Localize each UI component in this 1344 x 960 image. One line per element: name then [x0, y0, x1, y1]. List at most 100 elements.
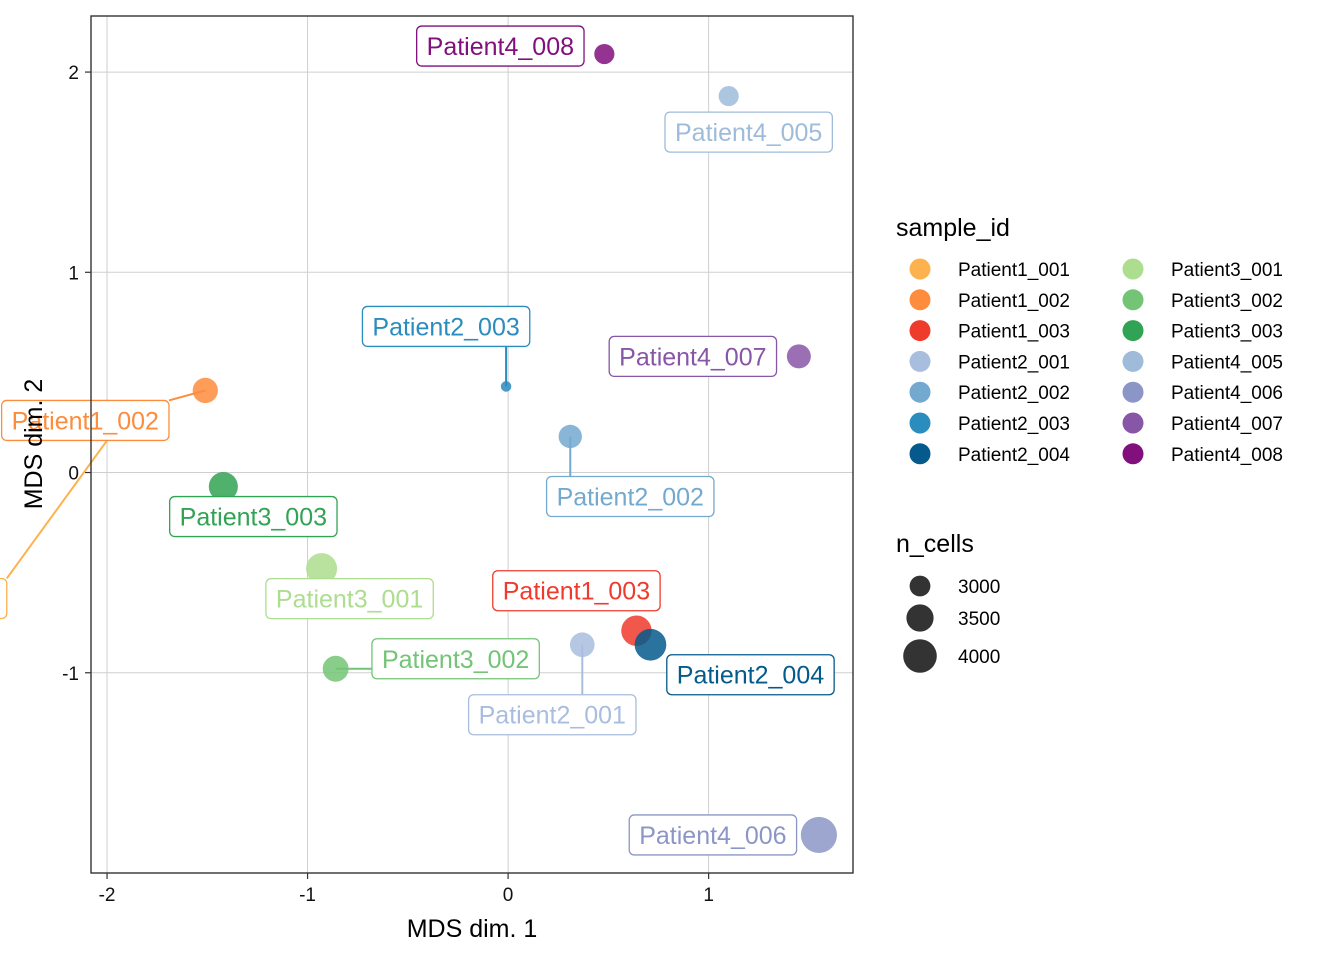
x-tick-label: -2 — [99, 885, 116, 906]
label-patient2-003: Patient2_003 — [361, 305, 531, 348]
point-patient4-005 — [718, 86, 739, 107]
point-patient4-007 — [786, 344, 811, 369]
legend-key-patient4-007 — [1122, 412, 1144, 434]
point-label-text: Patient3_001 — [276, 586, 423, 614]
legend-size-label-3000: 3000 — [958, 577, 1000, 598]
legend-label-patient1-002: Patient1_002 — [958, 291, 1070, 312]
legend-key-patient2-001 — [909, 350, 931, 372]
x-tick-label: 0 — [503, 885, 514, 906]
x-tick-label: -1 — [299, 885, 316, 906]
x-axis-title: MDS dim. 1 — [407, 915, 538, 943]
point-label-box — [545, 475, 715, 518]
label-patient2-002: Patient2_002 — [545, 475, 715, 518]
point-label-box — [467, 694, 637, 736]
legend-label-patient1-001: Patient1_001 — [958, 260, 1070, 281]
legend-key-patient2-004 — [909, 443, 931, 465]
legend-size-key-3000 — [909, 575, 931, 597]
point-label-text: Patient4_008 — [427, 33, 574, 61]
point-label-text: Patient3_002 — [382, 646, 529, 674]
legend-key-patient3-003 — [1122, 320, 1144, 342]
legend-label-patient3-003: Patient3_003 — [1171, 322, 1283, 343]
label-connector — [5, 417, 124, 580]
point-patient1-002 — [192, 377, 218, 404]
label-patient1-003: Patient1_003 — [492, 570, 661, 612]
point-patient3-002 — [322, 655, 349, 682]
legend-sample-id: sample_id Patient1_001 Patient1_002 Patien… — [896, 214, 1283, 466]
y-tick-label: 0 — [68, 464, 79, 485]
point-patient4-008 — [594, 43, 615, 65]
point-label-box — [0, 577, 8, 620]
legend-label-patient4-006: Patient4_006 — [1171, 383, 1283, 404]
legend-n-cells-title: n_cells — [896, 530, 974, 558]
legend-label-patient2-001: Patient2_001 — [958, 352, 1070, 373]
y-tick-label: 2 — [68, 63, 79, 84]
point-label-text: Patient4_006 — [639, 822, 786, 850]
point-label-box — [265, 577, 434, 620]
legend-key-patient2-002 — [909, 381, 931, 403]
point-label-text: Patient2_002 — [557, 483, 704, 511]
label-patient2-001: Patient2_001 — [467, 694, 637, 736]
point-label-box — [608, 335, 778, 378]
legend-key-patient4-008 — [1122, 443, 1144, 465]
legend-label-patient2-002: Patient2_002 — [958, 383, 1070, 404]
point-patient2-002 — [558, 424, 582, 449]
point-patient3-003 — [208, 471, 238, 502]
point-patient4-006 — [800, 816, 837, 854]
legend-key-patient4-005 — [1122, 350, 1144, 372]
point-label-text: Patient1_003 — [503, 578, 650, 606]
x-axis-ticks: -2 -1 0 1 — [99, 873, 714, 906]
legend-size-label-3500: 3500 — [958, 609, 1000, 630]
point-label-text: Patient2_003 — [372, 313, 519, 341]
point-label-box — [666, 654, 835, 696]
point-patient2-004 — [634, 628, 667, 661]
y-axis-title: MDS dim. 2 — [20, 379, 48, 510]
legend-key-patient3-001 — [1122, 258, 1144, 280]
legend-label-patient4-005: Patient4_005 — [1171, 352, 1283, 373]
point-label-text: Patient4_005 — [675, 119, 822, 147]
legend-label-patient3-002: Patient3_002 — [1171, 291, 1283, 312]
point-label-box — [664, 111, 834, 153]
legend-label-patient2-003: Patient2_003 — [958, 414, 1070, 435]
legend-label-patient1-003: Patient1_003 — [958, 322, 1070, 343]
plot-border — [90, 15, 854, 874]
legend-key-patient1-001 — [909, 258, 931, 280]
legend-sample-id-title: sample_id — [896, 214, 1010, 242]
legend-size-label-4000: 4000 — [958, 647, 1000, 668]
point-patient2-003 — [500, 381, 512, 392]
legend-key-patient1-002 — [909, 289, 931, 311]
point-patient2-001 — [569, 632, 595, 658]
legend-label-patient4-007: Patient4_007 — [1171, 414, 1283, 435]
point-label-box — [361, 305, 531, 348]
point-label-text: Patient1_002 — [12, 407, 159, 435]
label-patient4-007: Patient4_007 — [608, 335, 778, 378]
label-patient3-003: Patient3_003 — [169, 495, 338, 538]
point-patient3-001 — [306, 553, 338, 585]
y-tick-label: -1 — [62, 664, 79, 685]
point-label-box — [169, 495, 338, 538]
legend-key-patient3-002 — [1122, 289, 1144, 311]
x-tick-label: 1 — [703, 885, 714, 906]
label-patient1-002: Patient1_002 — [0, 399, 170, 442]
point-label-box — [492, 570, 661, 612]
point-label-text: Patient2_004 — [677, 662, 824, 690]
legend-label-patient4-008: Patient4_008 — [1171, 445, 1283, 466]
legend-n-cells: n_cells 3000 3500 4000 — [896, 530, 1000, 673]
label-patient3-002: Patient3_002 — [371, 638, 540, 680]
legend-key-patient2-003 — [909, 412, 931, 434]
point-label-box — [371, 638, 540, 680]
point-label-text: Patient4_007 — [619, 343, 766, 371]
label-patient4-008: Patient4_008 — [416, 25, 585, 67]
point-label-text: Patient3_003 — [180, 504, 327, 532]
legend-label-patient2-004: Patient2_004 — [958, 445, 1070, 466]
label-patient4-006: Patient4_006 — [628, 814, 798, 856]
point-label-text: Patient2_001 — [479, 702, 626, 730]
label-patient4-005: Patient4_005 — [664, 111, 834, 153]
label-patient3-001: Patient3_001 — [265, 577, 434, 620]
point-label-box — [628, 814, 798, 856]
point-label-box — [0, 399, 170, 442]
point-labels: Patient1_001 Patient1_002 Patient1_003 Pati… — [0, 25, 835, 856]
legend-key-patient4-006 — [1122, 381, 1144, 403]
legend-size-key-3500 — [906, 604, 934, 632]
label-patient2-004: Patient2_004 — [666, 654, 835, 696]
y-tick-label: 1 — [68, 263, 79, 284]
